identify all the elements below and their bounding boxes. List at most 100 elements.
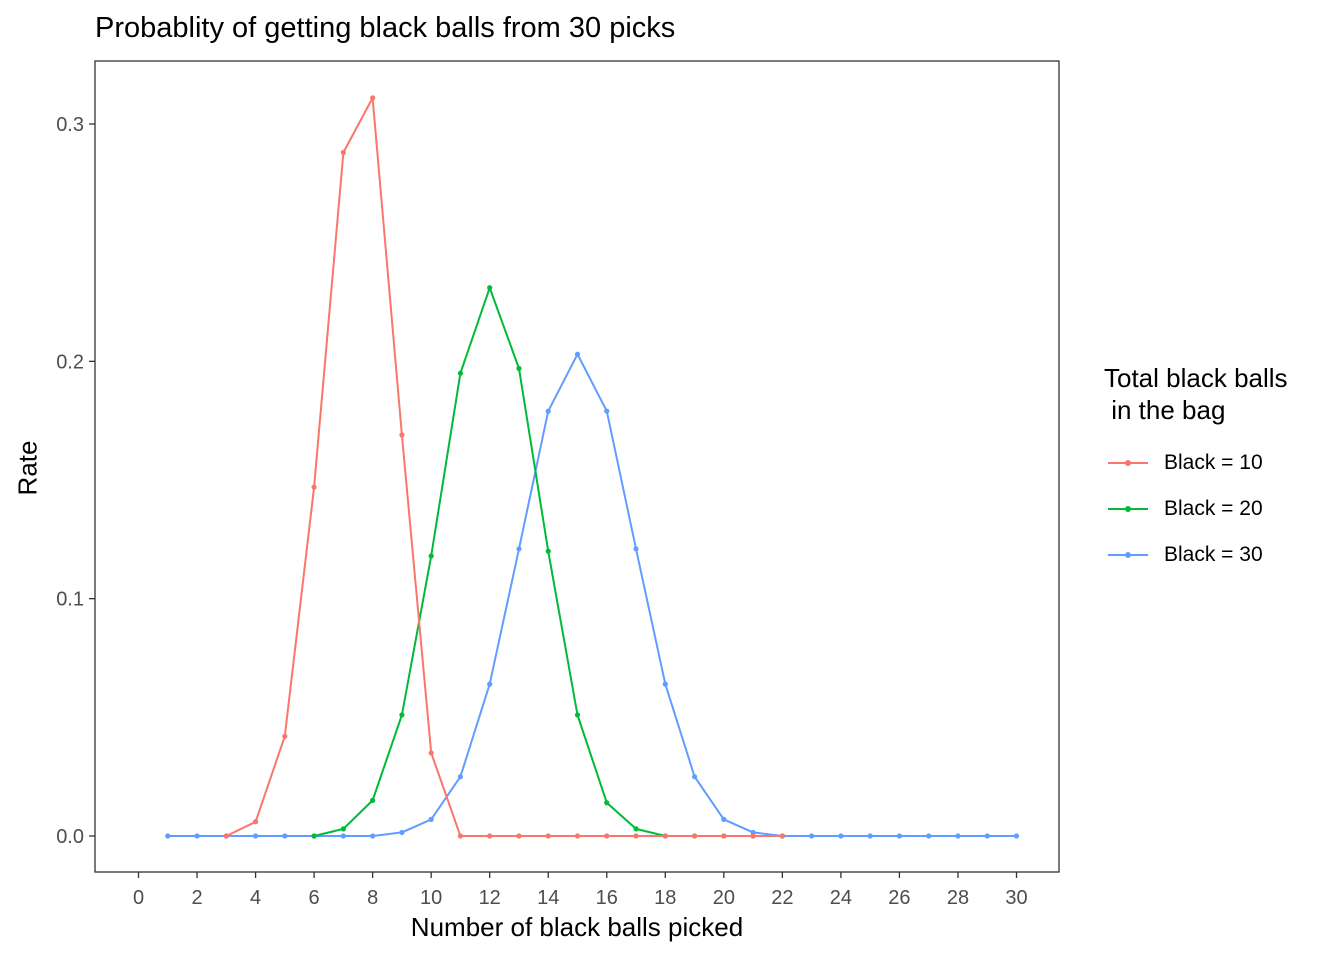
data-point [662,833,668,839]
series-black-30 [165,351,1020,839]
data-point [370,95,376,101]
data-point [516,365,522,372]
data-point [457,833,464,839]
data-point [1013,833,1020,839]
data-point [370,833,376,839]
data-point [282,733,288,739]
data-point [165,833,171,839]
data-point [340,833,346,839]
y-tick-label: 0.0 [56,826,84,848]
legend-items: Black = 10 Black = 20 Black = 30 [1104,440,1288,578]
legend-item-black-30: Black = 30 [1104,532,1288,578]
legend-item-black-20: Black = 20 [1104,486,1288,532]
series-line [313,286,783,837]
data-point [838,833,844,839]
data-point [457,774,464,780]
series-black-20 [311,285,785,839]
data-point [311,833,317,839]
x-tick-label: 10 [420,887,442,909]
data-point [721,816,727,822]
data-point [545,408,551,414]
x-tick-label: 8 [367,887,378,909]
data-point [311,484,317,490]
x-tick-label: 28 [947,887,969,909]
data-point [457,370,464,376]
data-point [750,833,756,839]
y-tick-label: 0.2 [56,351,84,373]
legend-key [1104,499,1152,519]
y-tick-label: 0.3 [56,114,84,136]
legend: Total black balls in the bag Black = 10 … [1104,362,1288,578]
data-point [399,712,405,718]
x-axis: 0 2 4 6 8 10 12 14 16 18 20 22 24 26 28 30 [133,872,1028,909]
data-point [662,681,668,687]
x-tick-label: 18 [654,887,676,909]
data-point [984,833,990,839]
data-point [428,553,434,559]
data-point [691,774,698,780]
data-point [194,833,200,839]
data-point [779,833,785,839]
legend-item-black-10: Black = 10 [1104,440,1288,486]
x-tick-label: 20 [713,887,735,909]
data-point [633,546,639,552]
data-point [223,833,229,839]
data-point [809,833,815,839]
data-point [545,548,551,554]
x-tick-label: 30 [1005,887,1027,909]
data-point [428,750,434,756]
x-tick-label: 16 [596,887,618,909]
data-point [516,546,522,552]
data-point [487,681,493,687]
data-point [252,819,259,825]
legend-label: Black = 10 [1164,451,1263,474]
data-point [604,833,610,839]
data-point [545,833,551,839]
x-tick-label: 4 [250,887,261,909]
data-point [428,816,434,822]
data-point [691,833,698,839]
data-point [926,833,932,839]
x-tick-label: 0 [133,887,144,909]
x-tick-label: 2 [191,887,202,909]
data-point [370,797,376,804]
data-point [867,833,873,839]
series-black-10 [223,95,785,839]
y-axis-label: Rate [12,440,43,496]
data-point [574,351,581,357]
x-tick-label: 14 [537,887,559,909]
data-point [633,833,639,839]
legend-key [1104,453,1152,473]
data-point [955,833,961,839]
chart-title: Probablity of getting black balls from 3… [95,12,676,44]
data-point [340,149,346,156]
x-tick-label: 22 [771,887,793,909]
data-point [633,826,639,832]
data-point [604,408,610,414]
series-line [167,353,1017,837]
data-point [574,712,581,718]
data-point [399,432,405,438]
legend-label: Black = 20 [1164,497,1263,520]
series-layer [165,95,1020,839]
data-point [516,833,522,839]
x-tick-label: 24 [830,887,852,909]
legend-title: Total black balls in the bag [1104,363,1288,425]
data-point [721,833,727,839]
series-line [225,96,783,837]
x-tick-label: 26 [888,887,910,909]
legend-key-point [1125,552,1131,558]
data-point [252,833,259,839]
data-point [399,829,405,836]
data-point [487,833,493,839]
plot-panel-border [94,60,1060,873]
y-tick-label: 0.1 [56,589,84,611]
legend-key [1104,545,1152,565]
legend-key-point [1125,506,1131,512]
x-tick-label: 6 [309,887,320,909]
data-point [750,829,756,836]
data-point [896,833,903,839]
legend-key-point [1125,460,1131,466]
x-tick-label: 12 [479,887,501,909]
